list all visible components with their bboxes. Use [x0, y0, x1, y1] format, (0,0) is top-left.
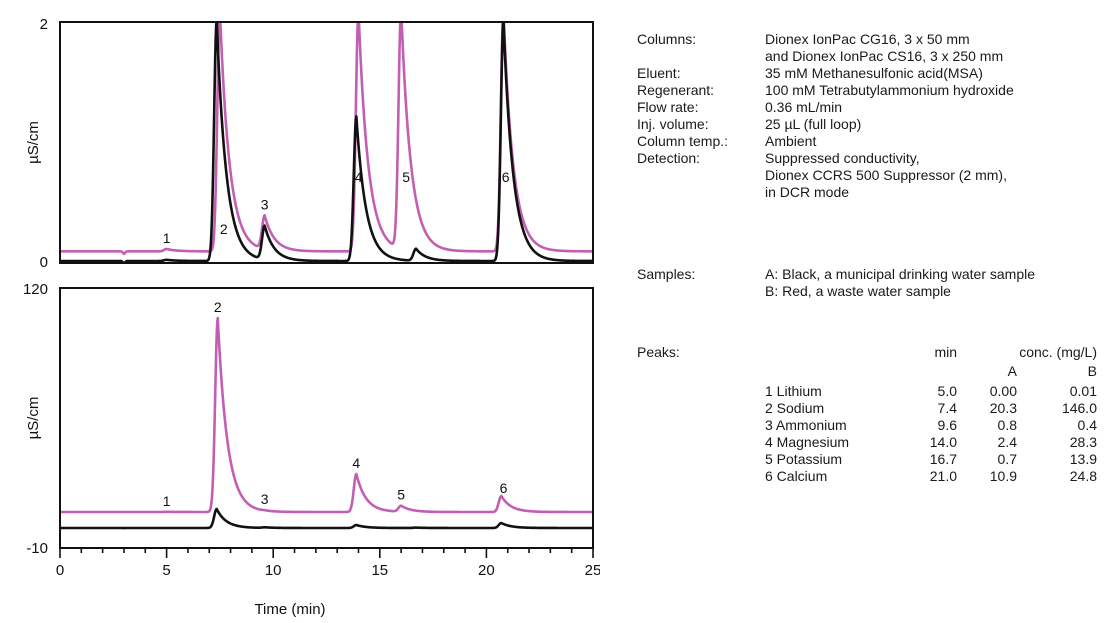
- x-tick-label: 10: [265, 562, 282, 579]
- peak-conc-a: 2.4: [997, 434, 1017, 450]
- condition-label: Inj. volume:: [637, 116, 709, 132]
- series-line-b: [60, 22, 593, 256]
- condition-value: and Dionex IonPac CS16, 3 x 250 mm: [765, 48, 1004, 64]
- condition-value: Ambient: [765, 133, 817, 149]
- peak-min: 5.0: [937, 383, 957, 399]
- sample-a-line: A: Black, a municipal drinking water sam…: [765, 266, 1036, 282]
- x-tick-label: 5: [162, 562, 170, 579]
- y-tick-label: -10: [26, 540, 48, 557]
- x-tick-label: 20: [478, 562, 495, 579]
- peak-label: 6: [500, 480, 508, 496]
- peak-min: 16.7: [929, 451, 957, 467]
- peak-label: 1: [163, 230, 171, 246]
- condition-value: 100 mM Tetrabutylammonium hydroxide: [765, 82, 1014, 98]
- peaks-label: Peaks:: [637, 344, 680, 360]
- conc-header: conc. (mg/L): [1019, 344, 1097, 360]
- condition-label: Eluent:: [637, 65, 681, 81]
- condition-value: 0.36 mL/min: [765, 99, 843, 115]
- peak-label: 4: [352, 455, 360, 471]
- series-line-b: [60, 316, 593, 514]
- y-tick-label: 0: [40, 254, 48, 271]
- peak-name: 1 Lithium: [765, 383, 822, 399]
- peak-conc-b: 0.4: [1077, 417, 1097, 433]
- peak-label: 5: [402, 169, 410, 185]
- peak-label: 4: [355, 169, 363, 185]
- x-tick-label: 15: [371, 562, 388, 579]
- condition-label: Detection:: [637, 150, 701, 166]
- peak-label: 6: [502, 169, 510, 185]
- peak-label: 5: [397, 487, 405, 503]
- peak-min: 9.6: [937, 417, 957, 433]
- peak-conc-a: 10.9: [989, 468, 1017, 484]
- y-tick-label: 120: [23, 281, 48, 298]
- samples-label: Samples:: [637, 266, 696, 282]
- peak-label: 3: [261, 196, 269, 212]
- samples-block: Samples: A: Black, a municipal drinking …: [637, 266, 1107, 306]
- peak-min: 14.0: [929, 434, 957, 450]
- condition-label: Flow rate:: [637, 99, 699, 115]
- peak-conc-b: 28.3: [1069, 434, 1097, 450]
- col-a-header: A: [1007, 363, 1017, 379]
- condition-label: Column temp.:: [637, 133, 729, 149]
- y-axis-label: µS/cm: [25, 121, 42, 164]
- x-tick-label: 0: [56, 562, 64, 579]
- condition-value: Suppressed conductivity,: [765, 150, 920, 166]
- sample-b-line: B: Red, a waste water sample: [765, 283, 951, 299]
- peak-name: 3 Ammonium: [765, 417, 847, 433]
- series-line-a: [60, 22, 593, 263]
- peak-conc-a: 0.7: [997, 451, 1017, 467]
- peak-conc-b: 24.8: [1069, 468, 1097, 484]
- peak-conc-a: 0.00: [989, 383, 1017, 399]
- peak-min: 21.0: [929, 468, 957, 484]
- peak-name: 6 Calcium: [765, 468, 828, 484]
- top-panel-frame: [59, 21, 594, 264]
- peak-name: 2 Sodium: [765, 400, 825, 416]
- peak-conc-b: 0.01: [1069, 383, 1097, 399]
- peak-conc-b: 146.0: [1061, 400, 1097, 416]
- condition-value: Dionex CCRS 500 Suppressor (2 mm),: [765, 167, 1007, 183]
- condition-value: Dionex IonPac CG16, 3 x 50 mm: [765, 31, 970, 47]
- y-tick-label: 2: [40, 16, 48, 33]
- peak-min: 7.4: [937, 400, 957, 416]
- peak-name: 4 Magnesium: [765, 434, 850, 450]
- conditions-block: Columns: Dionex IonPac CG16, 3 x 50 mm and…: [637, 31, 1107, 211]
- condition-value: 35 mM Methanesulfonic acid(MSA): [765, 65, 983, 81]
- x-tick-label: 25: [585, 562, 600, 579]
- x-axis-label: Time (min): [254, 601, 325, 618]
- y-axis-label: µS/cm: [25, 397, 42, 440]
- peak-label: 1: [163, 493, 171, 509]
- condition-value: 25 µL (full loop): [765, 116, 862, 132]
- peak-conc-a: 20.3: [989, 400, 1017, 416]
- col-b-header: B: [1087, 363, 1097, 379]
- bottom-panel-frame: [59, 287, 594, 549]
- peak-conc-b: 13.9: [1069, 451, 1097, 467]
- peak-label: 2: [214, 299, 222, 315]
- peak-name: 5 Potassium: [765, 451, 843, 467]
- peak-label: 3: [261, 491, 269, 507]
- condition-value: in DCR mode: [765, 184, 850, 200]
- condition-label: Columns:: [637, 31, 697, 47]
- condition-label: Regenerant:: [637, 82, 715, 98]
- min-header: min: [934, 344, 957, 360]
- peaks-table: Peaks: min conc. (mg/L) A B 1 Lithium 5.0…: [637, 344, 1107, 514]
- series-line-a: [60, 507, 593, 530]
- peak-conc-a: 0.8: [997, 417, 1017, 433]
- peak-label: 2: [220, 221, 228, 237]
